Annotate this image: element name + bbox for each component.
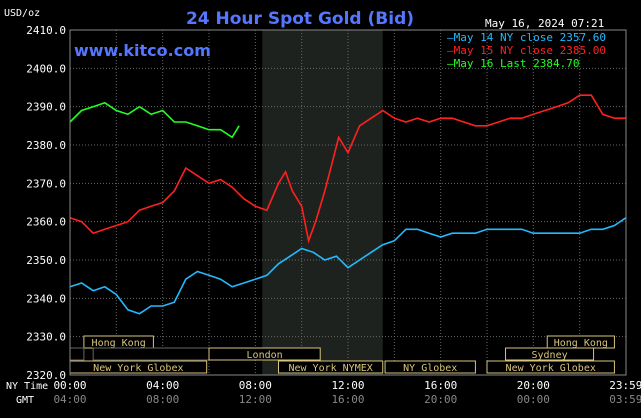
session-band: New York Globex <box>486 360 615 374</box>
x-tick-label-gmt: 20:00 <box>424 393 457 406</box>
x-tick-label-ny: 23:59 <box>609 379 641 392</box>
session-band: New York NYMEX <box>278 360 384 374</box>
x-tick-label-ny: 16:00 <box>424 379 457 392</box>
y-tick-label: 2410.0 <box>26 24 66 37</box>
x-tick-label-ny: 04:00 <box>146 379 179 392</box>
y-axis-ticks: 2410.0 2400.0 2390.0 2380.0 2370.0 2360.0 2350… <box>26 24 66 382</box>
session-band: NY Globex <box>384 360 476 374</box>
legend-entry: —May 14 NY close 2357.60 <box>447 31 606 44</box>
legend-entry: —May 15 NY close 2385.00 <box>447 44 606 57</box>
session-box <box>69 347 85 361</box>
y-tick-label: 2380.0 <box>26 139 66 152</box>
y-tick-label: 2340.0 <box>26 292 66 305</box>
market-hours-shading <box>262 30 383 375</box>
y-tick-label: 2360.0 <box>26 216 66 229</box>
session-band: New York Globex <box>69 360 208 374</box>
session-box <box>92 347 210 361</box>
trading-sessions: Hong Kong Hong Kong London Sydney New York G… <box>69 335 615 374</box>
y-axis-unit: USD/oz <box>4 8 40 19</box>
legend-entry: —May 16 Last 2384.70 <box>447 57 579 70</box>
chart-date: May 16, 2024 07:21 <box>485 17 604 30</box>
x-tick-label-ny: 12:00 <box>331 379 364 392</box>
y-tick-label: 2390.0 <box>26 101 66 114</box>
series-line <box>69 217 627 315</box>
series-lines <box>69 94 627 315</box>
session-label: New York NYMEX <box>288 363 372 374</box>
session-label: Hong Kong <box>92 338 146 349</box>
x-tick-label-gmt: 04:00 <box>53 393 86 406</box>
y-tick-label: 2330.0 <box>26 331 66 344</box>
session-label: New York Globex <box>93 363 183 374</box>
session-box <box>208 347 321 361</box>
plot-frame <box>69 29 627 376</box>
session-label: London <box>247 350 283 361</box>
session-box <box>278 360 384 374</box>
session-band <box>69 347 85 361</box>
ny-time-label: NY Time <box>6 381 48 392</box>
session-box <box>486 360 615 374</box>
session-band: Hong Kong <box>83 335 154 349</box>
y-tick-label: 2320.0 <box>26 369 66 382</box>
session-label: Sydney <box>531 350 567 361</box>
y-tick-label: 2400.0 <box>26 62 66 75</box>
session-label: Hong Kong <box>554 338 608 349</box>
session-label: New York Globex <box>506 363 596 374</box>
x-tick-label-gmt: 00:00 <box>517 393 550 406</box>
session-band: London <box>208 347 321 361</box>
session-band <box>92 347 210 361</box>
session-band: Sydney <box>505 347 595 361</box>
legend: —May 14 NY close 2357.60—May 15 NY close… <box>447 31 606 70</box>
x-tick-label-ny: 20:00 <box>517 379 550 392</box>
source-url: www.kitco.com <box>74 41 211 60</box>
x-tick-label-ny: 08:00 <box>239 379 272 392</box>
y-tick-label: 2350.0 <box>26 254 66 267</box>
x-tick-label-gmt: 16:00 <box>331 393 364 406</box>
series-line <box>69 101 240 139</box>
session-band: Hong Kong <box>546 335 615 349</box>
x-axis-ticks: 00:00 04:00 08:00 12:00 16:00 20:00 23:5904:00… <box>53 379 641 406</box>
x-tick-label-gmt: 12:00 <box>239 393 272 406</box>
y-tick-label: 2370.0 <box>26 177 66 190</box>
x-tick-label-ny: 00:00 <box>53 379 86 392</box>
session-box <box>505 347 595 361</box>
x-tick-label-gmt: 03:59 <box>609 393 641 406</box>
session-label: NY Globex <box>403 363 457 374</box>
gmt-label: GMT <box>16 395 34 406</box>
x-tick-label-gmt: 08:00 <box>146 393 179 406</box>
series-line <box>69 94 626 244</box>
chart-title: 24 Hour Spot Gold (Bid) <box>186 9 414 29</box>
session-box <box>384 360 476 374</box>
